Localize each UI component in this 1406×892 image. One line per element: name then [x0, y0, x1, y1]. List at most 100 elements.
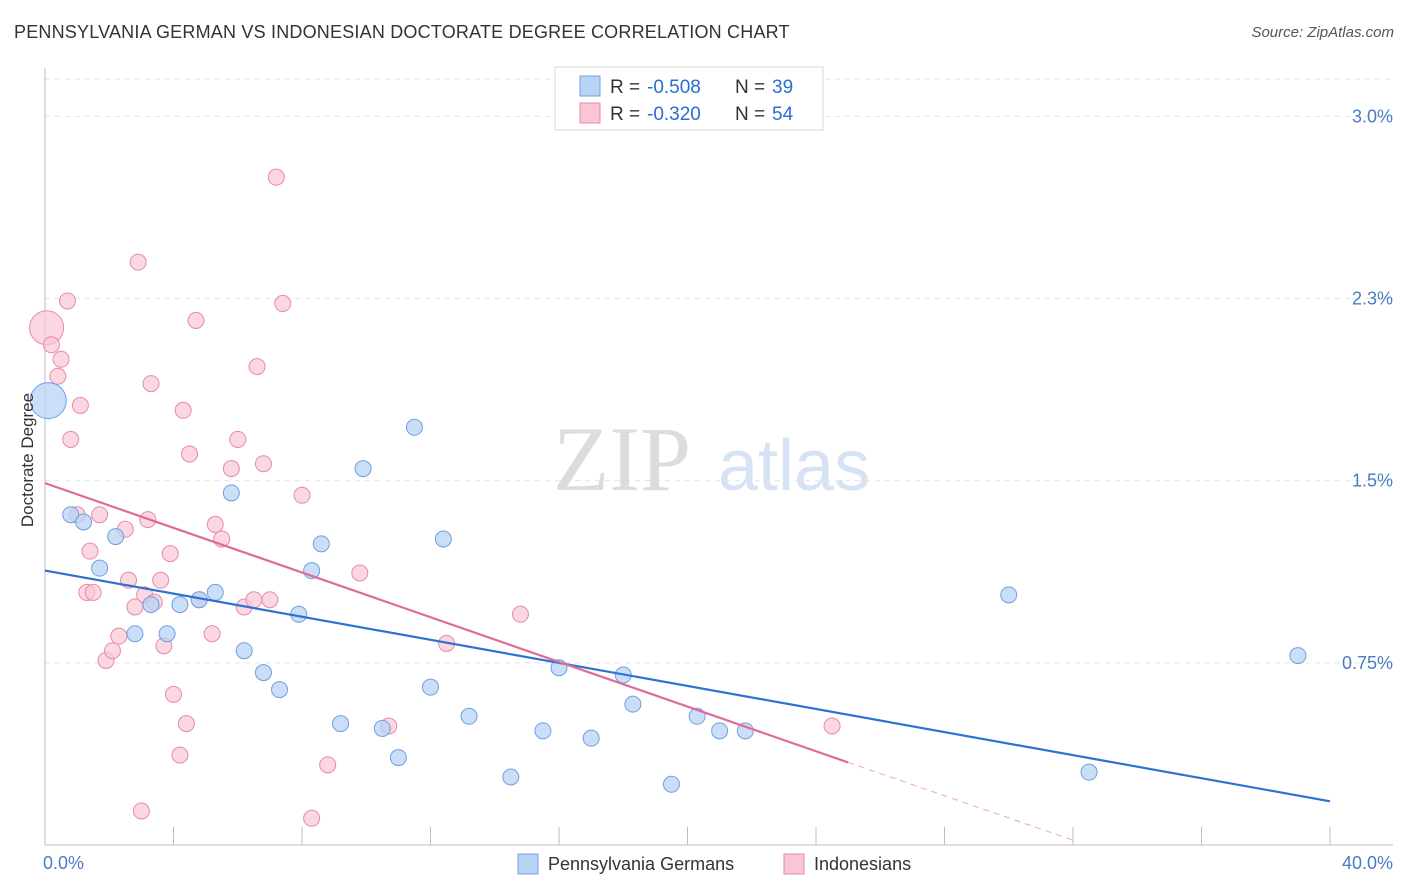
pennsylvania-germans-point-17: [312, 535, 330, 553]
indonesians-point-42: [254, 455, 272, 473]
indonesians-point-27: [165, 685, 182, 703]
indonesians-point-3: [52, 350, 70, 368]
watermark: ZIP atlas: [553, 408, 870, 510]
legend-r-value-1: -0.508: [647, 77, 701, 98]
pennsylvania-germans-point-14: [271, 681, 289, 699]
x-tick-label-1: 40.0%: [1342, 853, 1393, 873]
pennsylvania-germans-point-35: [736, 722, 754, 740]
pennsylvania-germans-point-8: [171, 596, 189, 614]
indonesians-point-13: [103, 642, 121, 660]
indonesians-point-26: [161, 545, 179, 563]
y-tick-label-3: 3.0%: [1352, 106, 1393, 126]
indonesians-point-38: [229, 430, 247, 448]
pennsylvania-germans-point-27: [534, 722, 552, 740]
indonesians-point-4: [58, 292, 76, 310]
indonesians-point-45: [274, 294, 292, 312]
indonesians-point-29: [174, 401, 192, 419]
legend-swatch-indonesians: [579, 102, 601, 124]
pennsylvania-germans-point-34: [711, 722, 729, 740]
indonesians-point-43: [261, 591, 279, 609]
pennsylvania-germans-point-22: [405, 418, 423, 436]
pennsylvania-germans-point-20: [373, 719, 391, 737]
y-tick-label-2: 2.3%: [1352, 289, 1393, 309]
grid-lines: [45, 78, 1393, 664]
watermark-zip: ZIP: [553, 408, 691, 510]
legend: R = -0.508 N = 39 R = -0.320 N = 54: [554, 66, 824, 131]
legend-n-value-1: 39: [772, 77, 793, 98]
legend-n-label-2: N =: [735, 104, 765, 125]
y-tick-label-0: 0.75%: [1342, 653, 1393, 673]
x-tick-label-0: 0.0%: [43, 853, 84, 873]
pennsylvania-germans-point-2: [75, 513, 93, 531]
indonesians-point-22: [142, 375, 160, 393]
indonesians-point-40: [245, 591, 263, 609]
indonesians-point-37: [222, 460, 240, 478]
series-pennsylvania-germans: [29, 382, 1307, 793]
trend-line-pennsylvania-germans: [44, 569, 1331, 803]
pennsylvania-germans-point-3: [91, 559, 109, 577]
indonesians-point-48: [319, 756, 337, 774]
indonesians-point-46: [293, 486, 311, 504]
indonesians-point-9: [81, 542, 99, 560]
indonesians-point-35: [206, 515, 224, 533]
y-axis-label: Doctorate Degree: [18, 393, 37, 527]
chart-source: Source: ZipAtlas.com: [1251, 24, 1394, 41]
indonesians-point-52: [511, 605, 529, 623]
legend-n-value-2: 54: [772, 104, 794, 125]
indonesians-point-34: [203, 625, 221, 643]
chart-title: PENNSYLVANIA GERMAN VS INDONESIAN DOCTOR…: [14, 22, 790, 42]
trend-lines: [44, 482, 1331, 841]
bottom-legend-swatch-indonesians: [783, 853, 805, 875]
pennsylvania-germans-point-19: [354, 460, 372, 478]
indonesians-point-44: [267, 168, 285, 186]
legend-r-value-2: -0.320: [647, 104, 701, 125]
pennsylvania-germans-point-32: [662, 775, 680, 793]
pennsylvania-germans-point-0: [29, 382, 67, 420]
pennsylvania-germans-point-31: [624, 695, 642, 713]
pennsylvania-germans-point-21: [389, 749, 407, 767]
indonesians-point-2: [49, 367, 67, 385]
indonesians-point-53: [823, 717, 841, 735]
pennsylvania-germans-point-11: [222, 484, 240, 502]
pennsylvania-germans-point-6: [142, 596, 160, 614]
bottom-legend-swatch-pennsylvania-germans: [517, 853, 539, 875]
y-tick-label-1: 1.5%: [1352, 471, 1393, 491]
indonesians-point-7: [71, 396, 89, 414]
indonesians-point-18: [129, 253, 147, 271]
legend-r-label-1: R =: [610, 77, 640, 98]
pennsylvania-germans-point-24: [434, 530, 452, 548]
trend-line-indonesians: [44, 482, 849, 764]
pennsylvania-germans-point-25: [460, 707, 478, 725]
pennsylvania-germans-point-36: [1000, 586, 1018, 604]
pennsylvania-germans-point-18: [332, 715, 350, 733]
indonesians-point-47: [303, 809, 321, 827]
series-indonesians: [29, 168, 841, 827]
legend-n-label-1: N =: [735, 77, 765, 98]
indonesians-point-14: [110, 627, 128, 645]
indonesians-point-24: [152, 571, 170, 589]
pennsylvania-germans-point-26: [502, 768, 520, 786]
pennsylvania-germans-point-4: [107, 528, 125, 546]
pennsylvania-germans-point-38: [1289, 647, 1307, 665]
watermark-atlas: atlas: [718, 426, 870, 506]
pennsylvania-germans-point-23: [422, 678, 439, 696]
indonesians-point-5: [62, 430, 80, 448]
trend-line-indonesians-extension: [847, 761, 1074, 841]
pennsylvania-germans-point-10: [206, 583, 224, 601]
indonesians-point-31: [181, 445, 199, 463]
legend-swatch-pennsylvania-germans: [579, 75, 601, 97]
indonesians-point-10: [84, 583, 102, 601]
pennsylvania-germans-point-29: [582, 729, 600, 747]
pennsylvania-germans-point-37: [1080, 763, 1098, 781]
legend-r-label-2: R =: [610, 104, 640, 125]
pennsylvania-germans-point-13: [254, 664, 272, 682]
tick-labels: 0.75% 1.5% 2.3% 3.0% 0.0% 40.0%: [43, 106, 1393, 873]
indonesians-point-32: [187, 311, 205, 329]
indonesians-point-30: [177, 715, 195, 733]
axes: [44, 68, 1393, 846]
indonesians-point-41: [248, 358, 266, 376]
pennsylvania-germans-point-5: [126, 625, 144, 643]
indonesians-point-19: [132, 802, 150, 820]
bottom-legend: Pennsylvania Germans Indonesians: [517, 853, 911, 875]
